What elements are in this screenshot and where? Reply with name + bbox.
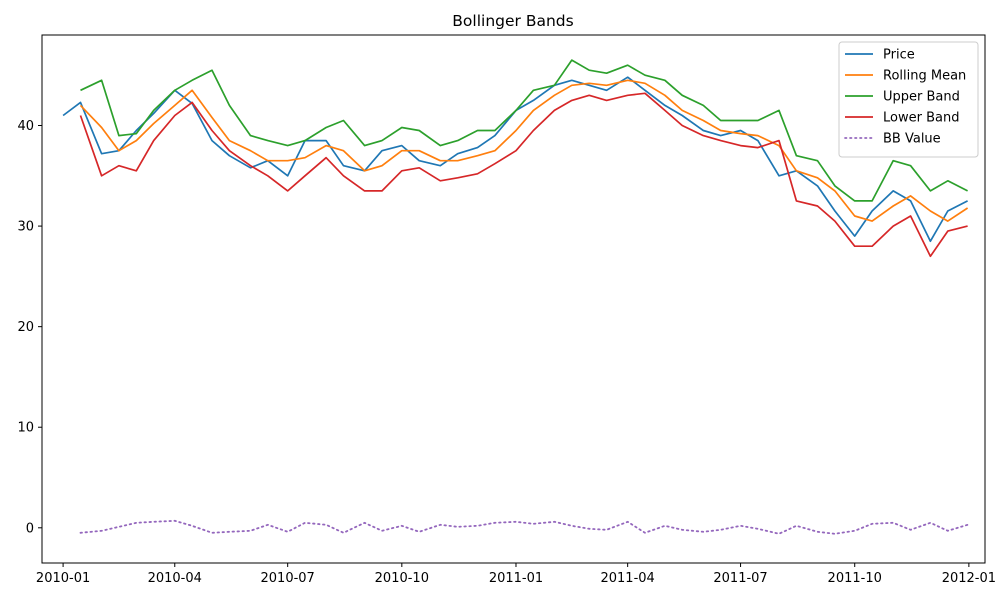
- legend-label-rolling-mean: Rolling Mean: [883, 69, 966, 84]
- axes-layer: 0 10 20 30 40 2010-01 2010-04 2010-07 2010-10 201…: [17, 34, 996, 586]
- series-line-rolling-mean: [79, 79, 969, 222]
- legend-box: [838, 41, 979, 158]
- x-tick-label: 2012-01: [942, 571, 996, 586]
- plot-frame: [41, 34, 986, 564]
- y-tick-label: 30: [17, 220, 34, 235]
- x-tick-label: 2011-01: [489, 571, 543, 586]
- x-tick-label: 2010-07: [261, 571, 315, 586]
- chart-title: Bollinger Bands: [452, 12, 573, 30]
- legend-label-bb-value: BB Value: [883, 132, 941, 147]
- x-tick-label: 2011-07: [713, 571, 767, 586]
- y-tick-label: 10: [17, 421, 34, 436]
- series-line-bb-value: [79, 519, 969, 535]
- x-tick-label: 2011-04: [600, 571, 654, 586]
- x-tick-label: 2010-01: [36, 571, 90, 586]
- y-tick-label: 40: [17, 119, 34, 134]
- y-tick-label: 0: [26, 521, 34, 536]
- series-layer: [62, 59, 969, 535]
- y-tick-label: 20: [17, 320, 34, 335]
- legend-label-lower-band: Lower Band: [883, 111, 959, 126]
- x-tick-label: 2010-10: [375, 571, 429, 586]
- series-line-price: [62, 76, 968, 243]
- legend-label-upper-band: Upper Band: [883, 90, 960, 105]
- legend: Price Rolling Mean Upper Band Lower Band BB …: [838, 41, 979, 158]
- series-line-upper-band: [80, 59, 968, 202]
- series-line-lower-band: [79, 92, 968, 258]
- x-tick-label: 2010-04: [148, 571, 202, 586]
- legend-label-price: Price: [883, 48, 915, 63]
- x-tick-label: 2011-10: [828, 571, 882, 586]
